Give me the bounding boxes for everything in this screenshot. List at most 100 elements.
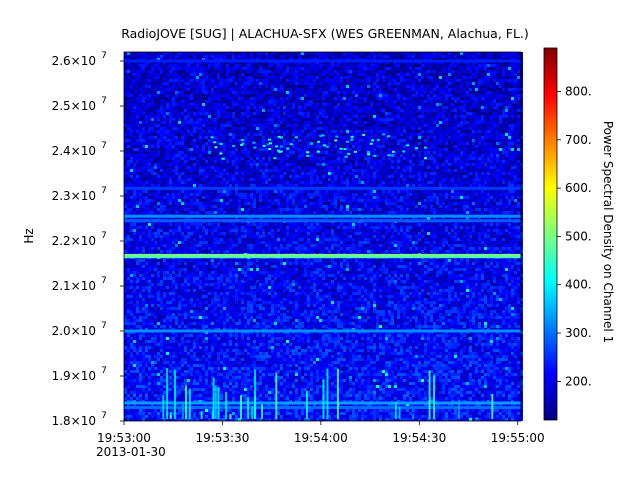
noise-cell bbox=[301, 115, 304, 118]
noise-cell bbox=[409, 79, 412, 82]
noise-cell bbox=[496, 64, 499, 67]
noise-cell bbox=[130, 73, 133, 76]
noise-cell bbox=[160, 160, 163, 163]
noise-cell bbox=[397, 73, 400, 76]
noise-cell bbox=[466, 106, 469, 109]
noise-cell bbox=[361, 118, 364, 121]
noise-cell bbox=[166, 76, 169, 79]
noise-cell bbox=[475, 94, 478, 97]
noise-cell bbox=[283, 94, 286, 97]
noise-cell bbox=[172, 124, 175, 127]
noise-cell bbox=[496, 142, 499, 145]
noise-cell bbox=[283, 55, 286, 58]
noise-cell bbox=[166, 91, 169, 94]
noise-cell bbox=[514, 133, 517, 136]
noise-cell bbox=[238, 127, 241, 130]
noise-cell bbox=[463, 52, 466, 55]
noise-cell bbox=[403, 52, 406, 55]
noise-cell bbox=[409, 124, 412, 127]
noise-cell bbox=[256, 103, 259, 106]
noise-cell bbox=[385, 130, 388, 133]
noise-cell bbox=[439, 94, 442, 97]
noise-cell bbox=[505, 67, 508, 70]
noise-cell bbox=[340, 82, 343, 85]
noise-cell bbox=[439, 142, 442, 145]
noise-cell bbox=[148, 109, 151, 112]
noise-cell bbox=[301, 70, 304, 73]
noise-cell bbox=[514, 67, 517, 70]
noise-cell bbox=[130, 91, 133, 94]
noise-cell bbox=[286, 130, 289, 133]
noise-cell bbox=[130, 133, 133, 136]
noise-cell bbox=[304, 82, 307, 85]
noise-cell bbox=[223, 52, 226, 55]
noise-cell bbox=[340, 118, 343, 121]
noise-cell bbox=[271, 94, 274, 97]
noise-cell bbox=[169, 121, 172, 124]
noise-cell bbox=[394, 109, 397, 112]
noise-cell bbox=[334, 142, 337, 145]
noise-cell bbox=[169, 163, 172, 166]
noise-cell bbox=[463, 106, 466, 109]
noise-cell bbox=[478, 139, 481, 142]
noise-cell bbox=[154, 88, 157, 91]
noise-cell bbox=[433, 142, 436, 145]
noise-cell bbox=[229, 76, 232, 79]
noise-cell bbox=[322, 142, 325, 145]
noise-cell bbox=[385, 121, 388, 124]
noise-cell bbox=[208, 52, 211, 55]
noise-cell bbox=[310, 55, 313, 58]
noise-cell bbox=[325, 163, 328, 166]
noise-cell bbox=[373, 97, 376, 100]
noise-cell bbox=[301, 64, 304, 67]
noise-cell bbox=[490, 130, 493, 133]
noise-cell bbox=[145, 67, 148, 70]
noise-cell bbox=[424, 94, 427, 97]
noise-cell bbox=[463, 73, 466, 76]
noise-cell bbox=[151, 109, 154, 112]
noise-cell bbox=[454, 91, 457, 94]
noise-cell bbox=[490, 157, 493, 160]
noise-cell bbox=[457, 103, 460, 106]
noise-cell bbox=[289, 118, 292, 121]
noise-cell bbox=[298, 151, 301, 154]
noise-cell bbox=[211, 121, 214, 124]
noise-cell bbox=[289, 85, 292, 88]
noise-cell bbox=[460, 109, 463, 112]
noise-cell bbox=[244, 73, 247, 76]
noise-cell bbox=[436, 151, 439, 154]
noise-cell bbox=[148, 100, 151, 103]
noise-cell bbox=[394, 64, 397, 67]
noise-cell bbox=[301, 79, 304, 82]
noise-cell bbox=[253, 106, 256, 109]
noise-cell bbox=[214, 130, 217, 133]
noise-cell bbox=[451, 112, 454, 115]
noise-cell bbox=[253, 79, 256, 82]
noise-cell bbox=[478, 97, 481, 100]
noise-cell bbox=[136, 94, 139, 97]
noise-cell bbox=[130, 52, 133, 55]
noise-cell bbox=[472, 124, 475, 127]
noise-cell bbox=[259, 151, 262, 154]
noise-cell bbox=[313, 67, 316, 70]
noise-cell bbox=[373, 133, 376, 136]
noise-cell bbox=[475, 148, 478, 151]
noise-cell bbox=[271, 100, 274, 103]
noise-cell bbox=[208, 133, 211, 136]
noise-cell bbox=[367, 151, 370, 154]
noise-cell bbox=[316, 109, 319, 112]
noise-cell bbox=[235, 94, 238, 97]
noise-cell bbox=[124, 118, 127, 121]
noise-cell bbox=[277, 55, 280, 58]
noise-cell bbox=[325, 124, 328, 127]
noise-cell bbox=[277, 106, 280, 109]
noise-cell bbox=[181, 127, 184, 130]
noise-cell bbox=[199, 148, 202, 151]
noise-cell bbox=[133, 88, 136, 91]
noise-cell bbox=[487, 76, 490, 79]
noise-cell bbox=[391, 79, 394, 82]
noise-cell bbox=[505, 139, 508, 142]
noise-cell bbox=[484, 136, 487, 139]
noise-cell bbox=[277, 52, 280, 55]
noise-cell bbox=[178, 154, 181, 157]
